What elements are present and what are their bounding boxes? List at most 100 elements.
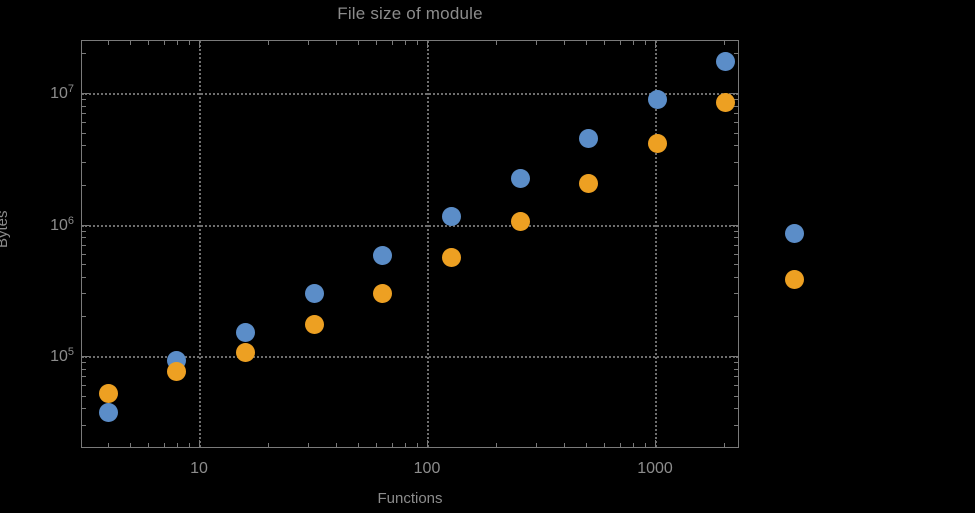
x-axis-tick xyxy=(199,440,200,447)
y-axis-tick xyxy=(82,224,89,226)
y-axis-tick xyxy=(734,395,738,397)
y-axis-tick xyxy=(734,122,738,124)
y-axis-tick xyxy=(82,99,86,101)
y-axis-tick xyxy=(82,161,86,163)
x-axis-tick xyxy=(391,41,393,45)
x-axis-tick xyxy=(564,41,566,45)
x-axis-tick xyxy=(391,443,393,447)
y-axis-tick xyxy=(82,276,86,278)
x-axis-tick xyxy=(267,41,269,45)
y-axis-tick xyxy=(82,132,86,134)
y-axis-tick xyxy=(82,105,86,107)
x-axis-tick xyxy=(108,443,110,447)
y-axis-tick xyxy=(731,93,738,94)
x-axis-tick xyxy=(416,41,418,45)
y-axis-tick xyxy=(82,237,86,239)
x-axis-tick xyxy=(176,41,178,45)
x-axis-tick xyxy=(644,443,646,447)
x-axis-tick xyxy=(655,440,656,447)
y-axis-tick xyxy=(734,293,738,295)
y-axis-tick xyxy=(82,376,86,378)
x-axis-tick xyxy=(130,443,132,447)
plot-area xyxy=(81,40,739,448)
data-point xyxy=(716,93,736,113)
y-axis-tick xyxy=(734,230,738,232)
x-axis-tick xyxy=(535,443,537,447)
x-axis-tick xyxy=(199,41,200,48)
x-axis-tick xyxy=(108,41,110,45)
y-axis-tick xyxy=(82,93,89,94)
x-axis-tick xyxy=(723,443,725,447)
data-point xyxy=(510,211,530,231)
y-axis-tick xyxy=(82,230,86,232)
y-axis-tick xyxy=(734,53,738,55)
x-axis-tick xyxy=(176,443,178,447)
data-point xyxy=(236,322,256,342)
data-point xyxy=(304,314,324,334)
y-axis-tick xyxy=(734,145,738,147)
x-axis-tick xyxy=(644,41,646,45)
x-axis-tick xyxy=(336,443,338,447)
y-gridline xyxy=(82,224,738,227)
data-point xyxy=(647,89,667,109)
x-gridline xyxy=(427,41,429,447)
y-axis-tick xyxy=(731,356,738,357)
y-axis-tick xyxy=(734,161,738,163)
x-axis-tick xyxy=(404,41,406,45)
y-axis-tick xyxy=(82,424,86,426)
y-axis-tick xyxy=(734,368,738,370)
x-axis-tick xyxy=(336,41,338,45)
y-axis-tick xyxy=(82,408,86,410)
x-axis-tick xyxy=(564,443,566,447)
y-axis-label: Bytes xyxy=(0,210,11,248)
data-point xyxy=(304,283,324,303)
y-axis-tick xyxy=(82,362,86,364)
y-axis-tick xyxy=(734,385,738,387)
x-gridline xyxy=(655,41,657,447)
x-axis-tick xyxy=(267,443,269,447)
y-axis-tick xyxy=(82,293,86,295)
data-point xyxy=(98,403,118,423)
y-axis-tick xyxy=(734,184,738,186)
data-point xyxy=(785,223,805,243)
y-axis-tick xyxy=(82,395,86,397)
data-point xyxy=(373,246,393,266)
y-axis-tick xyxy=(731,224,738,226)
data-point xyxy=(716,51,736,71)
y-axis-tick xyxy=(734,264,738,266)
x-axis-tick xyxy=(632,41,634,45)
x-axis-tick xyxy=(307,41,309,45)
y-axis-tick xyxy=(82,145,86,147)
data-point xyxy=(510,168,530,188)
y-gridline xyxy=(82,356,738,358)
data-point xyxy=(441,248,461,268)
x-axis-tick xyxy=(130,41,132,45)
y-axis-tick xyxy=(734,362,738,364)
x-axis-tick xyxy=(535,41,537,45)
data-point xyxy=(785,270,805,290)
x-axis-tick xyxy=(148,443,150,447)
data-point xyxy=(647,134,667,154)
x-axis-tick xyxy=(604,41,606,45)
x-axis-tick xyxy=(376,41,378,45)
x-axis-tick xyxy=(163,443,165,447)
data-point xyxy=(441,207,461,227)
x-axis-tick xyxy=(586,443,588,447)
y-axis-tick xyxy=(734,276,738,278)
y-axis-tick xyxy=(734,316,738,318)
x-axis-tick xyxy=(188,443,190,447)
x-axis-tick xyxy=(427,41,428,48)
x-axis-tick xyxy=(619,41,621,45)
y-axis-tick xyxy=(734,253,738,255)
x-axis-tick xyxy=(723,41,725,45)
x-gridline xyxy=(199,41,201,447)
y-axis-tick xyxy=(734,424,738,426)
y-axis-tick xyxy=(82,184,86,186)
y-axis-tick xyxy=(82,122,86,124)
y-axis-tick xyxy=(82,385,86,387)
x-tick-label: 100 xyxy=(413,460,441,477)
y-axis-tick xyxy=(82,53,86,55)
x-axis-tick xyxy=(632,443,634,447)
y-axis-tick xyxy=(734,105,738,107)
